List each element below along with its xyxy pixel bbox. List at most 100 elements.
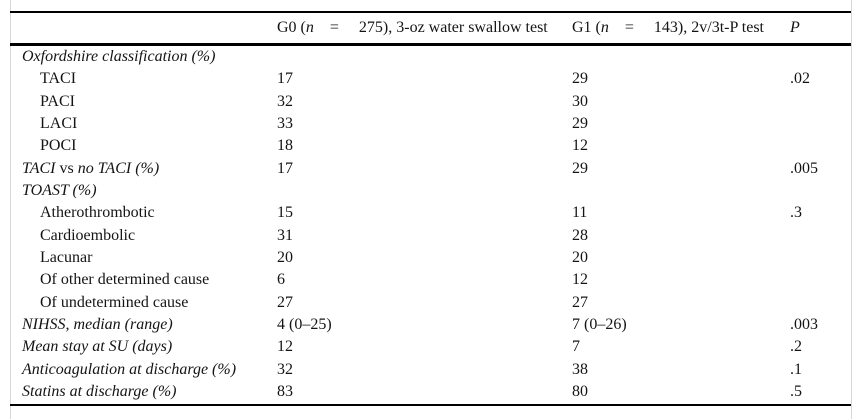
- table-row: Statins at discharge (%) 83 80 .5: [10, 381, 851, 403]
- table-row: NIHSS, median (range) 4 (0–25) 7 (0–26) …: [10, 314, 851, 336]
- g0-value: 20: [277, 248, 293, 266]
- table-body: Oxfordshire classification (%) TACI 17 2…: [10, 46, 851, 403]
- row-label-text: Lacunar: [40, 248, 93, 266]
- g0-value: 83: [277, 382, 293, 400]
- left-frame-line: [10, 0, 11, 419]
- header-text-part: = 143), 2v/3t-P test: [608, 19, 764, 36]
- g0-value: 33: [277, 115, 293, 133]
- row-label: LACI: [10, 115, 277, 133]
- row-label-text: Of other determined cause: [40, 271, 210, 289]
- row-label: Atherothrombotic: [10, 204, 277, 222]
- bottom-rule: [10, 404, 851, 406]
- row-label: NIHSS, median (range): [10, 316, 277, 334]
- top-rule: [10, 11, 851, 13]
- g1-value: 29: [572, 115, 588, 133]
- row-label-text: Cardioembolic: [40, 226, 136, 244]
- table-row: TACI 17 29 .02: [10, 68, 851, 90]
- row-label-text: no TACI (%): [77, 159, 160, 177]
- row-label-text: PACI: [40, 92, 75, 110]
- g0-value: 17: [277, 70, 293, 88]
- g1-value: 27: [572, 293, 588, 311]
- g0-value: 15: [277, 204, 293, 222]
- header-separator-rule: [10, 43, 851, 46]
- table-row: Oxfordshire classification (%): [10, 46, 851, 68]
- row-label: Oxfordshire classification (%): [10, 48, 277, 66]
- g1-value: 38: [572, 360, 588, 378]
- row-label-text: TACI: [40, 70, 77, 88]
- header-text-part: n: [305, 19, 314, 36]
- row-label-text: Mean stay at SU (days): [22, 338, 173, 356]
- table-row: Lacunar 20 20: [10, 247, 851, 269]
- comparison-table: G0 (n = 275), 3-oz water swallow test G1…: [10, 11, 851, 406]
- g1-value: 7: [572, 338, 580, 356]
- p-value: .005: [790, 159, 818, 177]
- g1-value: 12: [572, 271, 588, 289]
- row-label: Lacunar: [10, 249, 277, 267]
- row-label: Cardioembolic: [10, 227, 277, 245]
- row-label: Mean stay at SU (days): [10, 338, 277, 356]
- row-label-text: LACI: [40, 115, 78, 133]
- row-label-text: TOAST (%): [22, 182, 97, 200]
- table-row: Mean stay at SU (days) 12 7 .2: [10, 336, 851, 358]
- g1-value: 20: [572, 248, 588, 266]
- p-value: .1: [790, 360, 802, 378]
- table-header-row: G0 (n = 275), 3-oz water swallow test G1…: [10, 13, 851, 43]
- g1-value: 80: [572, 382, 588, 400]
- g0-value: 27: [277, 293, 293, 311]
- g1-value: 12: [572, 137, 588, 155]
- g1-value: 7 (0–26): [572, 315, 627, 333]
- row-label: Of undetermined cause: [10, 294, 277, 312]
- table-row: Anticoagulation at discharge (%) 32 38 .…: [10, 358, 851, 380]
- g1-value: 29: [572, 70, 588, 88]
- table-row: Of undetermined cause 27 27: [10, 291, 851, 313]
- p-value: .2: [790, 338, 802, 356]
- table-row: LACI 33 29: [10, 113, 851, 135]
- header-text-part: G1 (: [572, 19, 601, 36]
- row-label-text: vs: [59, 159, 78, 177]
- table-row: PACI 32 30: [10, 91, 851, 113]
- row-label-text: Of undetermined cause: [40, 293, 189, 311]
- g0-value: 6: [277, 271, 285, 289]
- p-value: .5: [790, 382, 802, 400]
- g0-value: 31: [277, 226, 293, 244]
- row-label: TOAST (%): [10, 182, 277, 200]
- g1-value: 28: [572, 226, 588, 244]
- g0-value: 4 (0–25): [277, 315, 332, 333]
- row-label: TACI vs no TACI (%): [10, 160, 277, 178]
- row-label: Anticoagulation at discharge (%): [10, 361, 277, 379]
- table-row: Atherothrombotic 15 11 .3: [10, 202, 851, 224]
- row-label-text: Oxfordshire classification (%): [22, 48, 216, 66]
- table-row: TOAST (%): [10, 180, 851, 202]
- g0-value: 32: [277, 360, 293, 378]
- g0-value: 32: [277, 92, 293, 110]
- header-text-part: n: [600, 19, 609, 36]
- row-label-text: NIHSS, median (range): [22, 315, 173, 333]
- row-label-text: TACI: [22, 159, 60, 177]
- row-label-text: Anticoagulation at discharge (%): [22, 360, 237, 378]
- g0-value: 12: [277, 338, 293, 356]
- table-row: Of other determined cause 6 12: [10, 269, 851, 291]
- header-g1-column: G1 (n = 143), 2v/3t-P test: [572, 19, 790, 37]
- row-label: Of other determined cause: [10, 271, 277, 289]
- header-text-part: G0 (: [277, 19, 306, 36]
- p-value: .3: [790, 204, 802, 222]
- row-label-text: POCI: [40, 137, 77, 155]
- g0-value: 18: [277, 137, 293, 155]
- right-frame-line: [851, 0, 852, 419]
- g0-value: 17: [277, 159, 293, 177]
- header-text-part: = 275), 3-oz water swallow test: [313, 19, 548, 36]
- row-label: POCI: [10, 137, 277, 155]
- g1-value: 30: [572, 92, 588, 110]
- table-row: Cardioembolic 31 28: [10, 225, 851, 247]
- row-label-text: Atherothrombotic: [40, 204, 155, 222]
- header-p-column: P: [790, 19, 800, 36]
- row-label: PACI: [10, 93, 277, 111]
- header-g0-column: G0 (n = 275), 3-oz water swallow test: [277, 19, 572, 37]
- row-label: Statins at discharge (%): [10, 383, 277, 401]
- row-label: TACI: [10, 70, 277, 88]
- g1-value: 11: [572, 204, 588, 222]
- row-label-text: Statins at discharge (%): [22, 382, 177, 400]
- table-row: TACI vs no TACI (%) 17 29 .005: [10, 158, 851, 180]
- p-value: .003: [790, 315, 818, 333]
- p-value: .02: [790, 70, 810, 88]
